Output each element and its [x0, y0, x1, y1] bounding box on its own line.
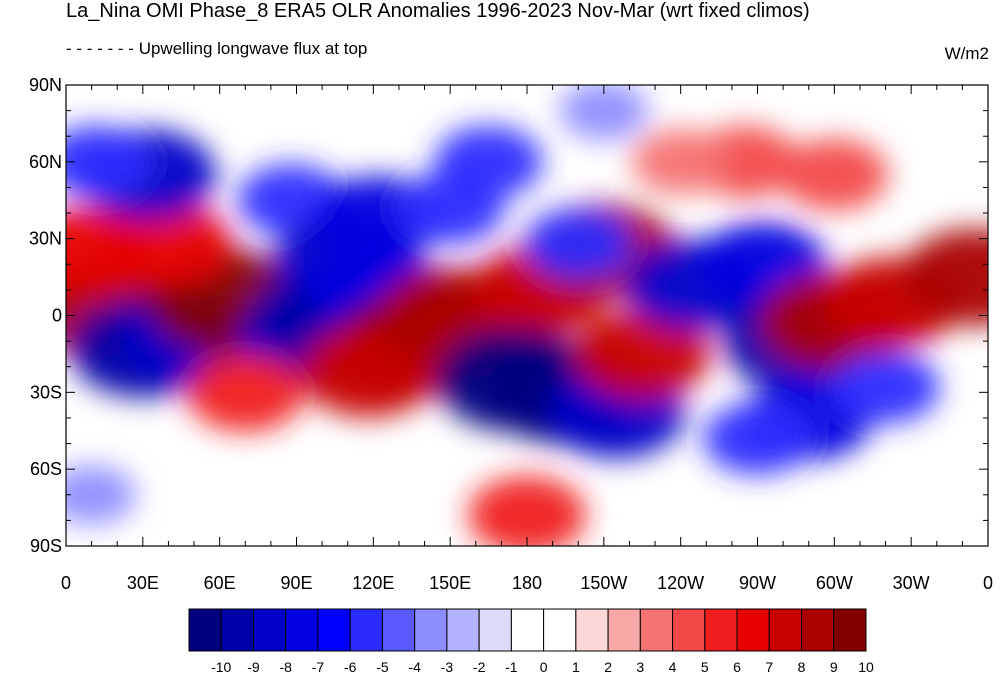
- colorbar-box-6: [381, 608, 416, 652]
- chart-subtitle: - - - - - - - Upwelling longwave flux at…: [66, 39, 368, 58]
- colorbar-label: 2: [604, 659, 612, 675]
- colorbar-label: -3: [441, 659, 454, 675]
- colorbar-label: 3: [636, 659, 644, 675]
- anomaly-field: [66, 85, 988, 546]
- anomaly-blob-42: [703, 402, 812, 475]
- colorbar-label: -10: [211, 659, 231, 675]
- colorbar-label: -5: [376, 659, 389, 675]
- anomaly-blob-35: [631, 129, 730, 195]
- colorbar-label: -4: [408, 659, 421, 675]
- anomaly-blob-23: [524, 207, 633, 280]
- x-tick-label: 60E: [204, 573, 236, 593]
- colorbar-box-15: [672, 608, 706, 652]
- anomaly-blob-5: [66, 206, 151, 292]
- colorbar-box-2: [252, 608, 287, 652]
- x-tick-label: 150E: [429, 573, 471, 593]
- colorbar-box-10: [510, 608, 545, 652]
- colorbar-label: 0: [540, 659, 548, 675]
- y-tick-label: 60N: [29, 152, 62, 172]
- y-tick-label: 0: [52, 306, 62, 326]
- anomaly-map: [66, 85, 988, 546]
- y-tick-label: 90S: [30, 536, 62, 556]
- colorbar-label: 5: [701, 659, 709, 675]
- colorbar-box-18: [768, 608, 803, 652]
- colorbar-label: 7: [765, 659, 773, 675]
- colorbar-box-9: [478, 608, 512, 652]
- units-label: W/m2: [944, 44, 989, 63]
- colorbar-label: 1: [572, 659, 580, 675]
- colorbar-box-20: [833, 608, 867, 652]
- anomaly-blob-24: [573, 308, 711, 400]
- x-tick-label: 30E: [127, 573, 159, 593]
- x-tick-label: 0: [61, 573, 71, 593]
- axes: 0 30E 60E 90E 120E 150E 180 150W 120W 90W 60W 30W 0 9…: [29, 75, 993, 593]
- colorbar-box-4: [317, 608, 351, 652]
- colorbar-box-14: [639, 608, 674, 652]
- colorbar-label: -1: [505, 659, 518, 675]
- x-tick-label: 60W: [816, 573, 853, 593]
- colorbar-label: 10: [858, 659, 874, 675]
- colorbar-box-3: [285, 608, 319, 652]
- anomaly-blob-7: [66, 125, 151, 198]
- y-tick-label: 30S: [30, 382, 62, 402]
- colorbar-box-8: [446, 608, 480, 652]
- colorbar-box-7: [414, 608, 448, 652]
- colorbar-box-11: [543, 608, 577, 652]
- colorbar-label: -8: [279, 659, 292, 675]
- y-tick-label: 90N: [29, 75, 62, 95]
- colorbar-label: -7: [312, 659, 325, 675]
- x-tick-label: 180: [512, 573, 542, 593]
- colorbar-label: -6: [344, 659, 357, 675]
- colorbar-box-19: [801, 608, 835, 652]
- anomaly-blob-34: [780, 138, 889, 211]
- colorbar-box-12: [575, 608, 609, 652]
- anomaly-blob-39: [66, 465, 136, 525]
- colorbar-box-5: [349, 608, 383, 652]
- x-tick-label: 90E: [280, 573, 312, 593]
- y-tick-label: 60S: [30, 459, 62, 479]
- anomaly-blob-38: [468, 476, 586, 546]
- chart-title: La_Nina OMI Phase_8 ERA5 OLR Anomalies 1…: [66, 0, 810, 22]
- colorbar-label: -9: [247, 659, 260, 675]
- x-tick-label: 150W: [580, 573, 627, 593]
- colorbar: -10 -9 -8 -7 -6 -5 -4 -3 -2 -1 0 1 2 3 4 5 6 7 8 9 10: [188, 608, 874, 675]
- anomaly-blob-37: [396, 171, 505, 244]
- colorbar-label: 6: [733, 659, 741, 675]
- x-tick-label: 0: [983, 573, 993, 593]
- colorbar-box-13: [607, 608, 641, 652]
- colorbar-label: -2: [473, 659, 486, 675]
- colorbar-box-1: [220, 608, 254, 652]
- anomaly-blob-30: [902, 228, 988, 326]
- y-tick-label: 30N: [29, 229, 62, 249]
- colorbar-box-17: [736, 608, 770, 652]
- colorbar-box-0: [188, 608, 222, 652]
- anomaly-blob-41: [186, 353, 305, 432]
- colorbar-box-16: [704, 608, 738, 652]
- x-tick-label: 30W: [893, 573, 930, 593]
- colorbar-label: 9: [830, 659, 838, 675]
- colorbar-label: 4: [669, 659, 677, 675]
- anomaly-blob-40: [559, 85, 649, 141]
- x-tick-label: 120E: [352, 573, 394, 593]
- x-tick-label: 90W: [739, 573, 776, 593]
- anomaly-blob-32: [831, 351, 940, 424]
- colorbar-label: 8: [798, 659, 806, 675]
- x-tick-label: 120W: [657, 573, 704, 593]
